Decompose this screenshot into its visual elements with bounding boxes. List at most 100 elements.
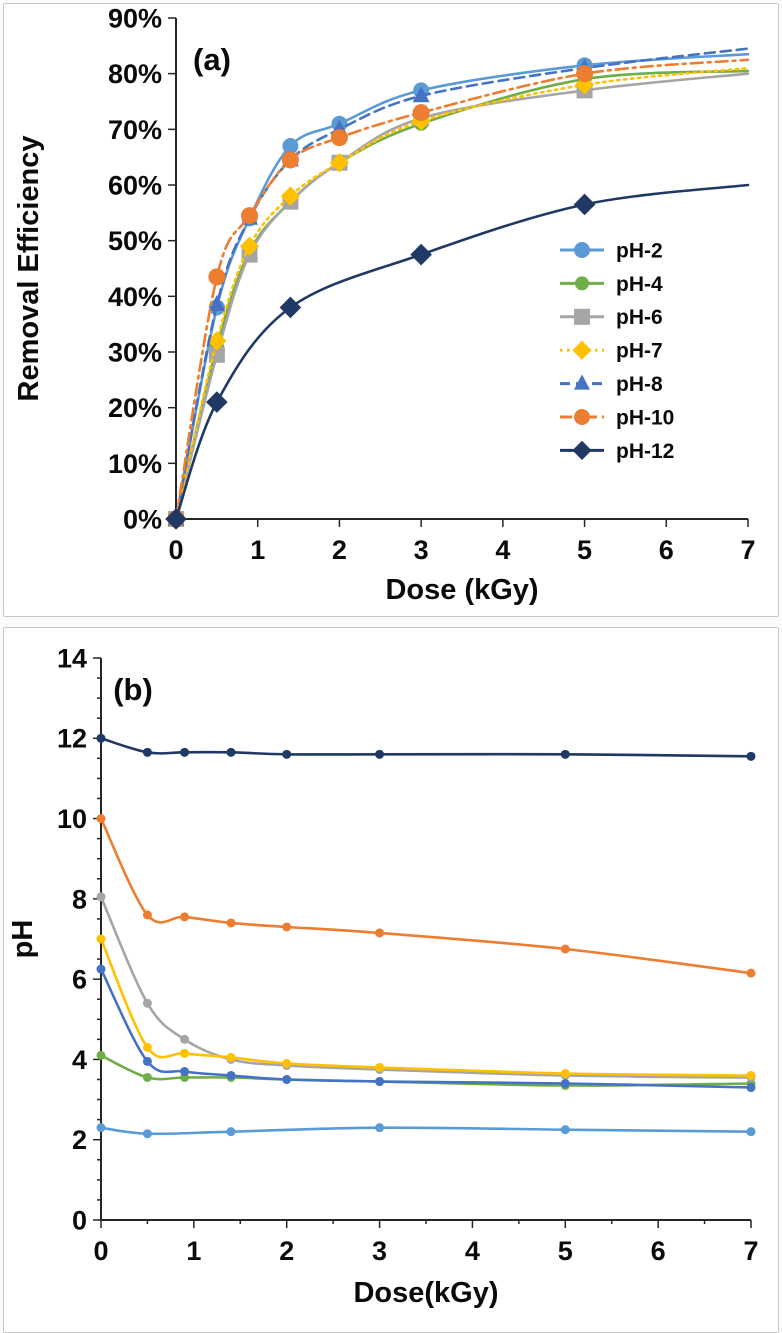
data-point-marker (279, 296, 302, 319)
data-point-marker (226, 747, 236, 757)
y-tick-label: 20% (108, 393, 162, 423)
data-point-marker (560, 749, 570, 759)
data-point-marker (282, 749, 292, 759)
data-point-marker (180, 912, 190, 922)
data-point-marker (239, 236, 260, 256)
data-point-marker (142, 910, 152, 920)
y-tick-label: 0 (72, 1205, 87, 1235)
legend: pH-2 pH-4 pH-6 pH-7 pH-8 pH-10 pH-12 (560, 239, 674, 463)
data-point-marker (96, 892, 106, 902)
data-point-marker (572, 340, 592, 360)
data-point-marker (746, 1083, 756, 1093)
data-point-marker (282, 138, 299, 155)
series-pH-8 (96, 964, 756, 1093)
x-tick-label: 6 (651, 1236, 666, 1266)
data-point-marker (226, 918, 236, 928)
x-tick-label: 3 (372, 1236, 387, 1266)
y-tick-label: 6 (72, 965, 87, 995)
data-point-marker (208, 294, 226, 312)
data-point-marker (575, 276, 589, 291)
data-point-marker (560, 1125, 570, 1135)
y-tick-label: 14 (57, 643, 87, 673)
data-point-marker (280, 186, 300, 206)
data-point-marker (282, 1058, 292, 1068)
x-tick-label: 7 (743, 1236, 758, 1266)
y-tick-label: 0% (123, 504, 162, 534)
series-pH-12 (96, 733, 756, 761)
x-tick-label: 2 (279, 1236, 294, 1266)
x-tick-label: 5 (558, 1236, 573, 1266)
data-point-marker (180, 1066, 190, 1076)
data-point-marker (96, 934, 106, 944)
data-point-marker (375, 928, 385, 938)
legend-label: pH-2 (616, 239, 663, 262)
data-point-marker (560, 1068, 570, 1078)
y-tick-label: 90% (108, 4, 162, 33)
data-point-marker (142, 1129, 152, 1139)
data-point-marker (180, 1048, 190, 1058)
series-pH-7 (96, 934, 756, 1080)
data-point-marker (180, 747, 190, 757)
chart-panel-a: 0 1 2 3 4 5 6 7 0% 10% 20% 30% 40% 50% 60% 70% 80% 90% Dos… (3, 3, 779, 617)
y-tick-label: 30% (108, 337, 162, 367)
data-point-marker (226, 1070, 236, 1080)
data-point-marker (746, 751, 756, 761)
series-pH-2 (96, 1123, 756, 1139)
data-point-marker (207, 331, 227, 351)
data-point-marker (180, 1034, 190, 1044)
x-tick-label: 3 (414, 535, 429, 565)
x-tick-label: 4 (495, 535, 510, 565)
series-pH-10 (96, 814, 756, 978)
data-point-marker (226, 1127, 236, 1137)
data-point-marker (96, 1123, 106, 1133)
data-point-marker (281, 151, 299, 169)
data-point-marker (329, 153, 350, 173)
data-point-marker (282, 1075, 292, 1084)
data-point-marker (375, 1062, 385, 1072)
data-point-marker (96, 964, 106, 974)
series-line (99, 895, 753, 1079)
legend-label: pH-6 (616, 306, 663, 329)
data-point-marker (282, 922, 292, 932)
data-point-marker (375, 749, 385, 759)
x-tick-label: 4 (465, 1236, 480, 1266)
panel-label: (b) (113, 672, 153, 707)
y-tick-label: 80% (108, 59, 162, 89)
removal-efficiency-chart: 0 1 2 3 4 5 6 70%10%20%30%40%50%60%70%80%90%Dos… (13, 4, 756, 606)
data-point-marker (576, 65, 594, 83)
data-point-marker (412, 104, 430, 122)
x-axis-title: Dose (kGy) (385, 574, 538, 606)
data-point-marker (142, 998, 152, 1008)
series-line (99, 817, 753, 975)
series-line (174, 183, 750, 521)
data-point-marker (142, 1056, 152, 1066)
x-tick-label: 6 (659, 535, 674, 565)
data-point-marker (410, 243, 432, 266)
legend-label: pH-7 (616, 340, 663, 363)
axes (100, 658, 751, 1221)
x-tick-label: 2 (332, 535, 347, 565)
x-tick-label: 1 (250, 535, 265, 565)
data-point-marker (375, 1077, 385, 1087)
y-tick-label: 60% (108, 170, 162, 200)
y-tick-label: 12 (57, 724, 87, 754)
x-tick-label: 0 (168, 535, 183, 565)
y-tick-label: 4 (72, 1045, 87, 1075)
data-point-marker (746, 1070, 756, 1080)
data-point-marker (226, 1052, 236, 1062)
data-point-marker (96, 1050, 106, 1060)
data-point-marker (560, 1079, 570, 1089)
data-point-marker (412, 86, 430, 103)
data-point-marker (574, 308, 590, 325)
data-point-marker (572, 440, 592, 460)
y-tick-label: 2 (72, 1125, 87, 1155)
data-point-marker (560, 944, 570, 954)
tick-marks (168, 17, 749, 527)
legend-label: pH-8 (616, 373, 663, 396)
y-tick-label: 70% (108, 115, 162, 145)
y-axis-title: pH (7, 920, 39, 959)
legend-label: pH-10 (616, 406, 674, 429)
data-point-marker (574, 374, 590, 390)
